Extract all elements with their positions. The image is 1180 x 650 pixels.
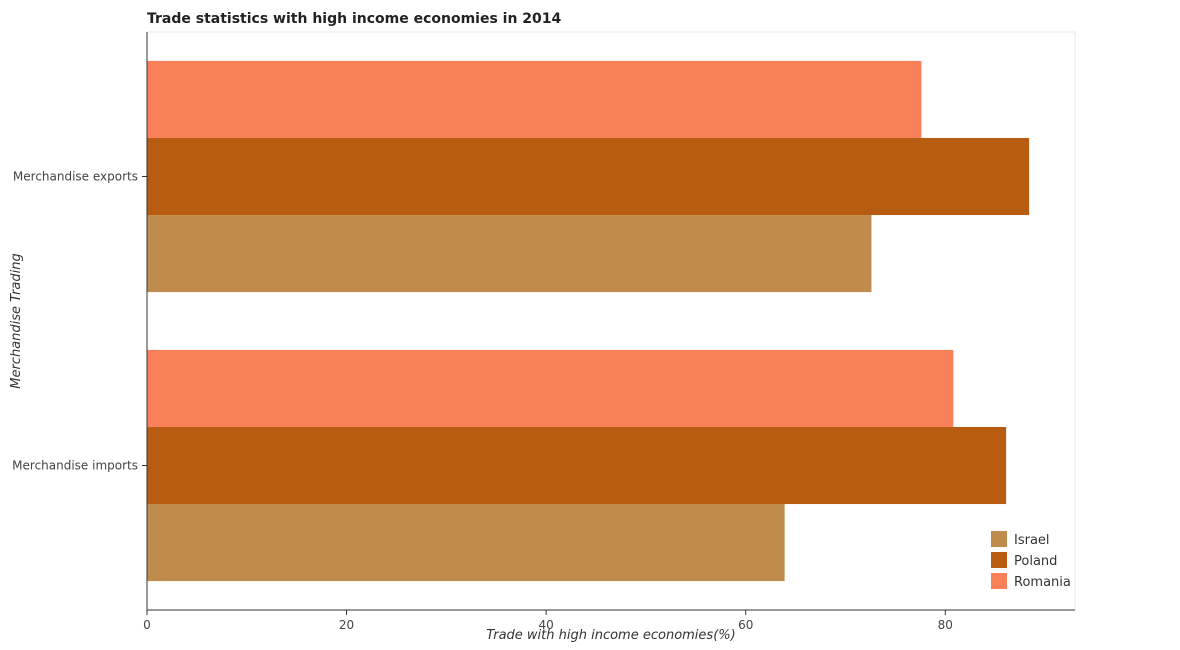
bars-group <box>147 60 1030 582</box>
y-axis-label: Merchandise Trading <box>9 253 24 389</box>
y-category-label: Merchandise exports <box>13 170 138 184</box>
legend-swatch-romania <box>991 573 1007 589</box>
bar-romania-0 <box>147 60 922 138</box>
x-ticks-group: 0 20 40 60 80 <box>143 610 953 632</box>
x-tick-label: 60 <box>738 618 753 632</box>
y-category-label: Merchandise imports <box>12 459 138 473</box>
legend: Israel Poland Romania <box>991 531 1071 590</box>
x-tick-label: 0 <box>143 618 151 632</box>
chart-title: Trade statistics with high income econom… <box>147 11 562 27</box>
bar-poland-1 <box>147 426 1007 505</box>
bar-romania-1 <box>147 349 954 427</box>
legend-label-poland: Poland <box>1014 554 1057 569</box>
x-tick-label: 80 <box>938 618 953 632</box>
y-categories-group: Merchandise exports Merchandise imports <box>12 170 147 473</box>
legend-swatch-israel <box>991 531 1007 547</box>
bar-israel-0 <box>147 215 872 293</box>
legend-label-romania: Romania <box>1014 575 1071 590</box>
x-axis-label: Trade with high income economies(%) <box>486 628 735 643</box>
legend-label-israel: Israel <box>1014 533 1050 548</box>
legend-swatch-poland <box>991 552 1007 568</box>
x-tick-label: 40 <box>538 618 553 632</box>
bar-poland-0 <box>147 137 1030 216</box>
bar-israel-1 <box>147 504 785 582</box>
x-tick-label: 20 <box>339 618 354 632</box>
